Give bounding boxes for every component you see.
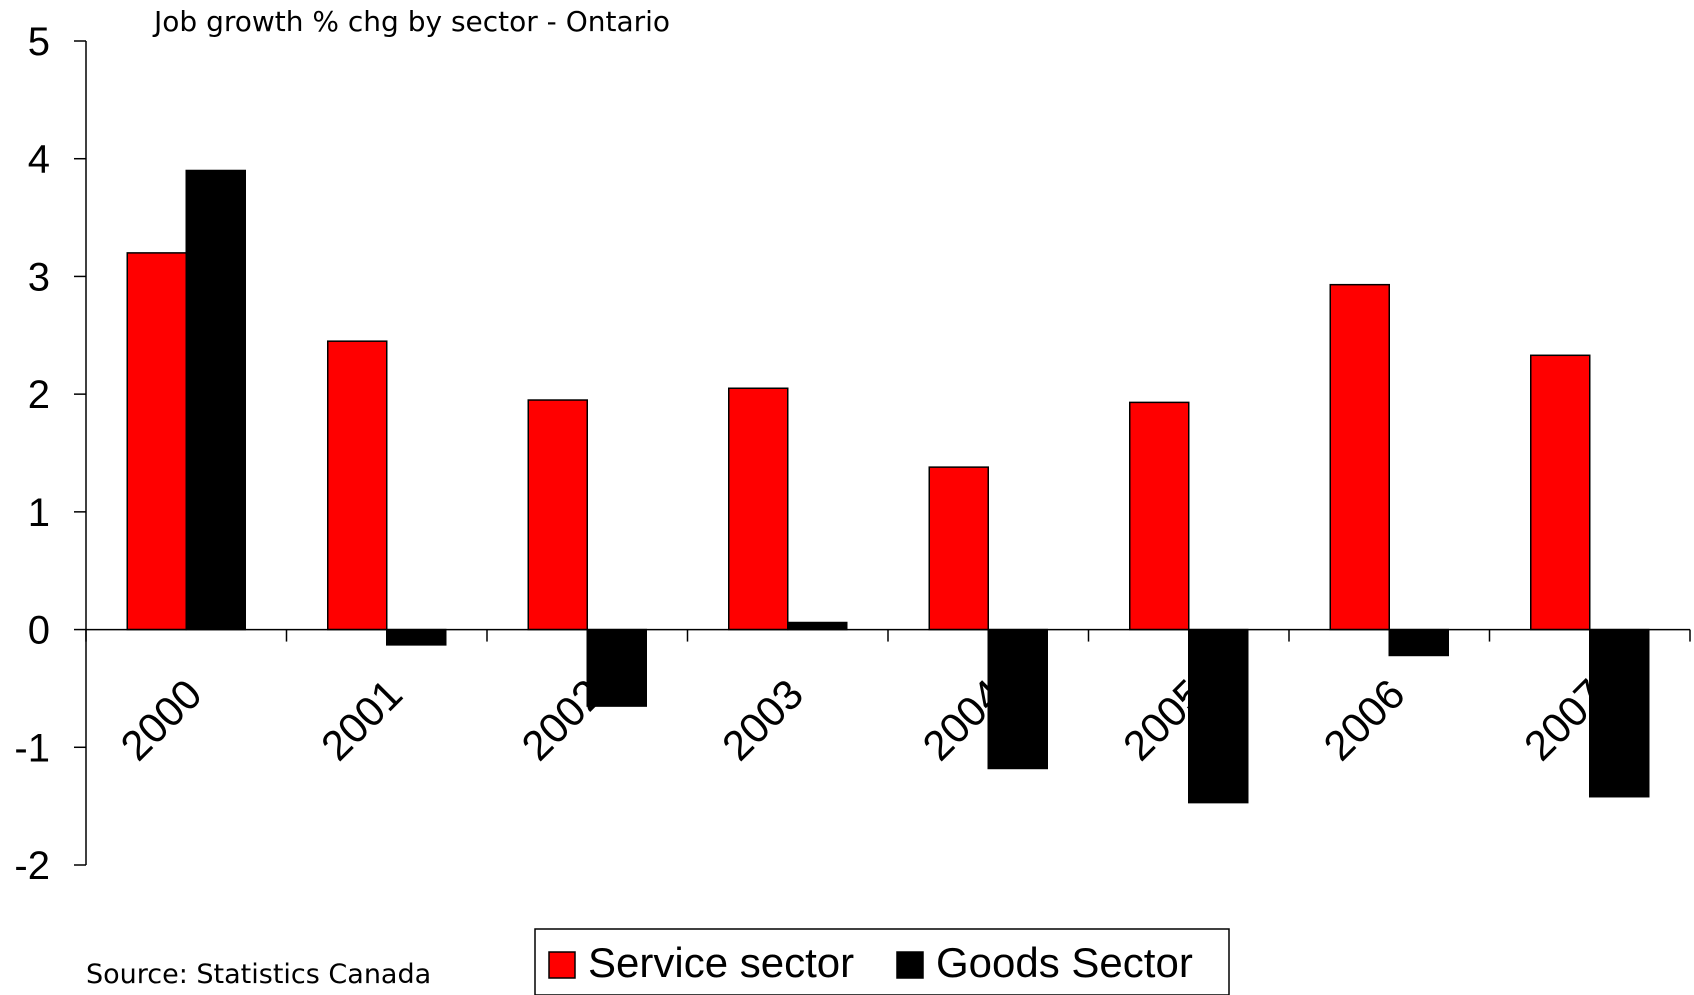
y-tick-label: -1	[14, 726, 50, 770]
x-axis: 2000 2001 2002 2003 2004 2005 2006 2007	[85, 628, 1691, 769]
service-sector-bar-2002	[527, 399, 588, 631]
chart-legend: Service sector Goods Sector	[534, 928, 1230, 995]
x-tick-label: 2001	[312, 670, 411, 769]
service-sector-bar-2001	[327, 340, 388, 631]
goods-sector-bar-2000	[185, 169, 246, 631]
bars-group	[126, 169, 1650, 804]
chart-title: Job growth % chg by sector - Ontario	[152, 5, 670, 38]
legend-label-service: Service sector	[588, 939, 854, 986]
legend-frame	[534, 928, 1230, 995]
legend-swatch-service	[548, 951, 576, 979]
service-sector-bar-2006	[1329, 283, 1390, 631]
goods-sector-bar-2006	[1388, 628, 1449, 657]
service-sector-bar-2005	[1129, 401, 1190, 631]
goods-sector-bar-2003	[787, 621, 848, 631]
service-sector-bar-2004	[928, 466, 989, 631]
y-tick-label: 0	[28, 609, 50, 653]
y-tick-label: -2	[14, 844, 50, 888]
y-axis: 5 4 3 2 1 0 -1 -2	[14, 20, 87, 888]
x-tick-label: 2003	[713, 670, 812, 769]
legend-swatch-goods	[896, 951, 924, 979]
goods-sector-bar-2007	[1589, 628, 1650, 798]
y-tick-label: 3	[28, 255, 50, 299]
service-sector-bar-2007	[1530, 354, 1591, 631]
y-tick-label: 4	[28, 138, 50, 182]
y-tick-label: 5	[28, 20, 50, 64]
goods-sector-bar-2001	[386, 628, 447, 646]
goods-sector-bar-2005	[1188, 628, 1249, 804]
goods-sector-bar-2004	[987, 628, 1048, 770]
x-tick-label: 2000	[111, 670, 210, 769]
service-sector-bar-2003	[728, 387, 789, 631]
y-tick-label: 1	[28, 491, 50, 535]
goods-sector-bar-2002	[586, 628, 647, 707]
service-sector-bar-2000	[126, 252, 187, 631]
y-tick-label: 2	[28, 373, 50, 417]
legend-label-goods: Goods Sector	[936, 939, 1193, 986]
source-note: Source: Statistics Canada	[86, 959, 431, 990]
x-tick-label: 2006	[1314, 670, 1413, 769]
